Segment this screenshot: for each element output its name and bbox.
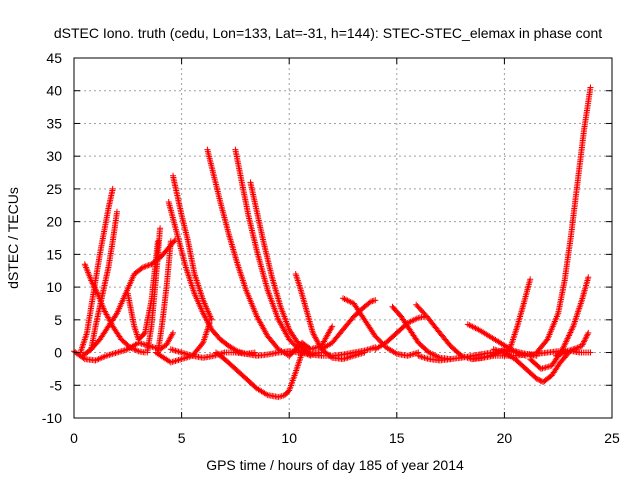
chart-title: dSTEC Iono. truth (cedu, Lon=133, Lat=-3…: [54, 25, 602, 41]
series-markers: [553, 329, 592, 359]
y-tick-label: 45: [46, 50, 62, 66]
x-tick-label: 15: [389, 430, 405, 446]
x-tick-label: 20: [497, 430, 513, 446]
series-arc-10: [165, 199, 258, 357]
series-arc-14: [232, 146, 314, 359]
series-arc-05: [88, 208, 120, 353]
series-markers: [318, 297, 379, 353]
y-tick-label: 15: [46, 246, 62, 262]
series-markers: [490, 346, 572, 385]
series-arc-15: [247, 179, 325, 357]
y-tick-label: 5: [54, 312, 62, 328]
series-arc-13: [204, 146, 293, 359]
series-markers: [533, 84, 594, 356]
series-markers: [152, 320, 213, 366]
grid: [74, 58, 612, 418]
series-arc-09: [170, 172, 215, 323]
series-markers: [232, 146, 314, 359]
y-axis-label: dSTEC / TECUs: [5, 187, 21, 289]
series-markers: [292, 271, 368, 363]
series-arc-31: [533, 84, 594, 356]
series-markers: [77, 185, 116, 356]
series-arc-27: [490, 346, 572, 385]
series-arc-12: [152, 320, 213, 366]
x-tick-label: 25: [604, 430, 620, 446]
y-tick-label: 20: [46, 214, 62, 230]
y-tick-label: -10: [42, 410, 62, 426]
series-arc-16: [213, 349, 306, 401]
series-markers: [213, 349, 306, 401]
series-arc-18: [292, 271, 368, 363]
series-arc-28: [501, 276, 534, 359]
y-tick-label: -5: [50, 377, 63, 393]
series-arc-20: [318, 297, 379, 353]
x-tick-label: 5: [178, 430, 186, 446]
series-arc-04: [77, 185, 116, 356]
data-layer: [71, 84, 594, 401]
plot-border: [73, 57, 613, 419]
y-tick-label: 40: [46, 83, 62, 99]
x-tick-label: 0: [70, 430, 78, 446]
x-axis-label: GPS time / hours of day 185 of year 2014: [206, 457, 464, 473]
series-arc-30: [553, 329, 592, 359]
series-markers: [88, 208, 120, 353]
series-markers: [165, 199, 258, 357]
y-tick-label: 30: [46, 148, 62, 164]
series-markers: [247, 179, 325, 357]
ticks: 0 5 10 15 20 25 -10 -5 0 5 10 15 20 25 30 35 40 45: [42, 50, 620, 446]
series-arc-07: [144, 225, 164, 356]
series-markers: [204, 146, 293, 359]
y-tick-label: 25: [46, 181, 62, 197]
series-markers: [170, 172, 215, 323]
series-markers: [144, 225, 164, 356]
series-markers: [501, 276, 534, 359]
y-tick-label: 0: [54, 345, 62, 361]
x-tick-label: 10: [281, 430, 297, 446]
y-tick-label: 35: [46, 115, 62, 131]
y-tick-label: 10: [46, 279, 62, 295]
